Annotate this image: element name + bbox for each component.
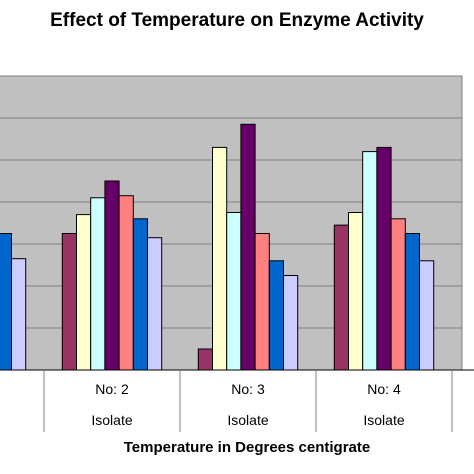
bar (104, 180, 120, 371)
bar (0, 233, 12, 371)
bar (76, 214, 92, 371)
chart-title: Effect of Temperature on Enzyme Activity (50, 10, 424, 31)
bar (390, 218, 406, 371)
x-axis-title: Temperature in Degrees centigrate (124, 439, 370, 456)
bar (404, 233, 420, 371)
x-tick-label: Isolate (91, 412, 132, 428)
bar (226, 212, 242, 371)
x-tick-label: No: 2 (95, 381, 129, 397)
bars (0, 123, 435, 371)
x-tick-label: No: 3 (231, 381, 265, 397)
bar (197, 348, 214, 371)
bar (254, 233, 270, 371)
bar (268, 260, 284, 371)
x-tick-label: Isolate (227, 412, 268, 428)
bar (419, 260, 435, 371)
bar (240, 123, 256, 371)
bar (61, 233, 77, 371)
bar (283, 275, 299, 371)
x-axis (0, 369, 474, 432)
x-tick-label: No: 4 (367, 381, 401, 397)
bar (90, 197, 106, 371)
bar (118, 195, 134, 371)
x-tick-label: Isolate (363, 412, 404, 428)
bar (147, 237, 163, 371)
bar (362, 151, 378, 371)
bar (333, 224, 349, 371)
bar (132, 218, 149, 371)
bar (376, 146, 392, 371)
bar (11, 258, 27, 371)
bar (212, 146, 228, 371)
bar (348, 212, 364, 371)
